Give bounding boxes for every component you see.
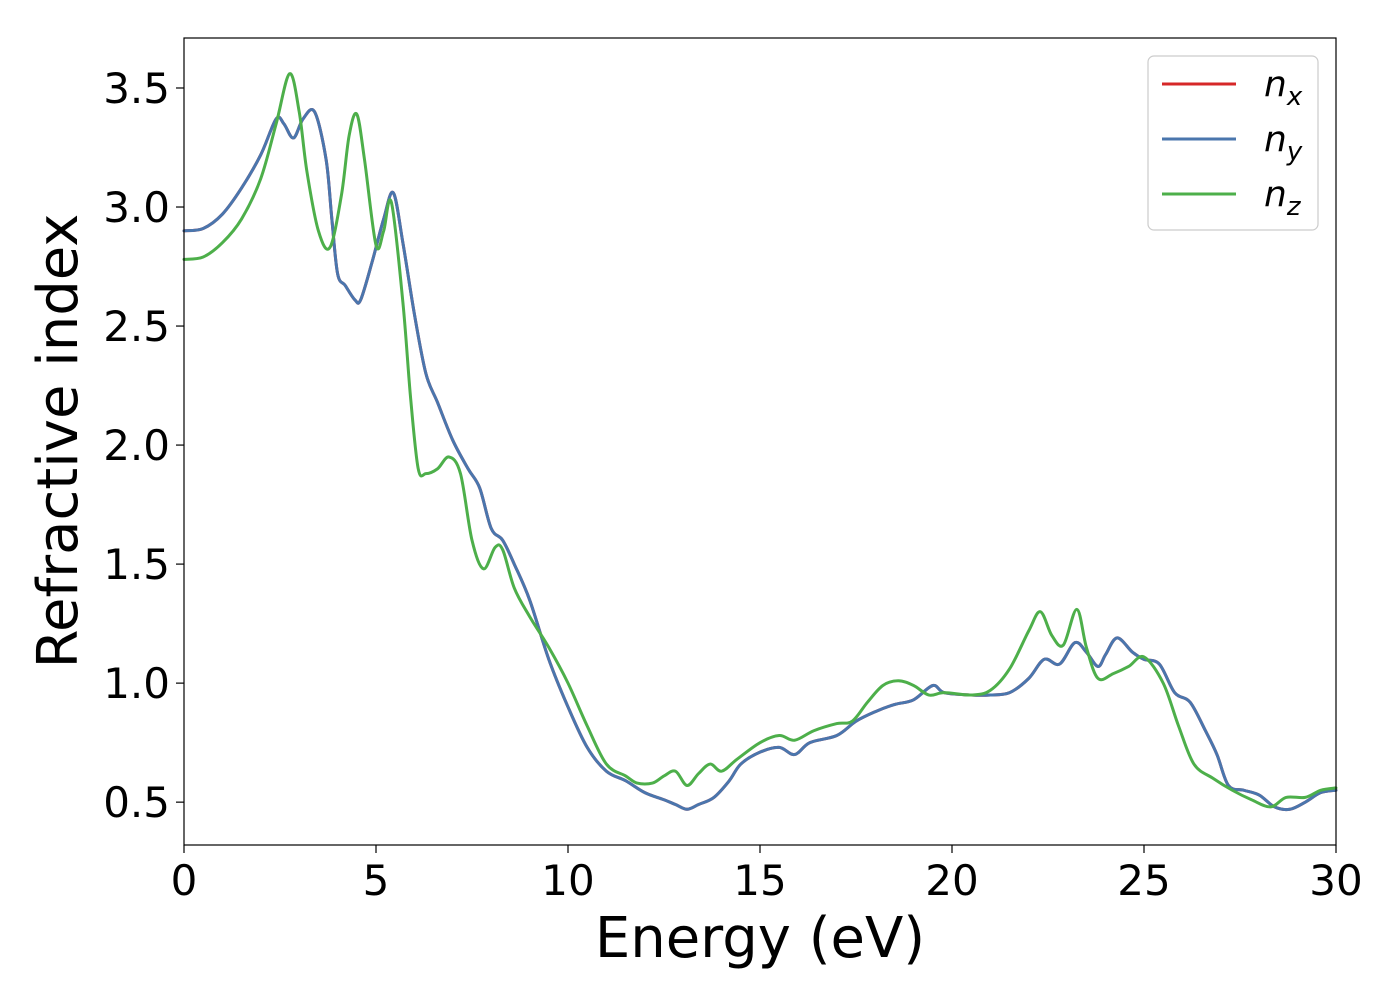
x-tick-label: 0 — [171, 856, 198, 905]
legend-box — [1147, 55, 1319, 231]
series-line-n-z — [182, 72, 1338, 809]
series-line-n-y — [182, 107, 1338, 812]
x-tick-label: 5 — [363, 856, 390, 905]
x-tick-label: 10 — [541, 856, 594, 905]
y-tick-label: 2.5 — [103, 302, 170, 351]
y-tick-label: 3.0 — [103, 183, 170, 232]
y-axis-label: Refractive index — [26, 214, 91, 669]
x-axis-ticks: 0 5 10 15 20 25 30 — [171, 845, 1363, 905]
y-tick-label: 1.5 — [103, 540, 170, 589]
series-layer — [182, 72, 1338, 812]
y-tick-label: 1.0 — [103, 659, 170, 708]
x-tick-label: 25 — [1117, 856, 1170, 905]
legend: nx ny nz — [1147, 55, 1319, 231]
x-tick-label: 30 — [1309, 856, 1362, 905]
legend-label-n-x: nx — [1264, 64, 1303, 112]
y-tick-label: 0.5 — [103, 778, 170, 827]
x-axis-label: Energy (eV) — [595, 906, 925, 971]
x-tick-label: 15 — [733, 856, 786, 905]
y-axis-ticks: 0.5 1.0 1.5 2.0 2.5 3.0 3.5 — [103, 64, 184, 827]
legend-label-n-y: ny — [1264, 119, 1303, 167]
y-tick-label: 2.0 — [103, 421, 170, 470]
x-tick-label: 20 — [925, 856, 978, 905]
legend-label-n-z: nz — [1264, 174, 1302, 222]
y-tick-label: 3.5 — [103, 64, 170, 113]
